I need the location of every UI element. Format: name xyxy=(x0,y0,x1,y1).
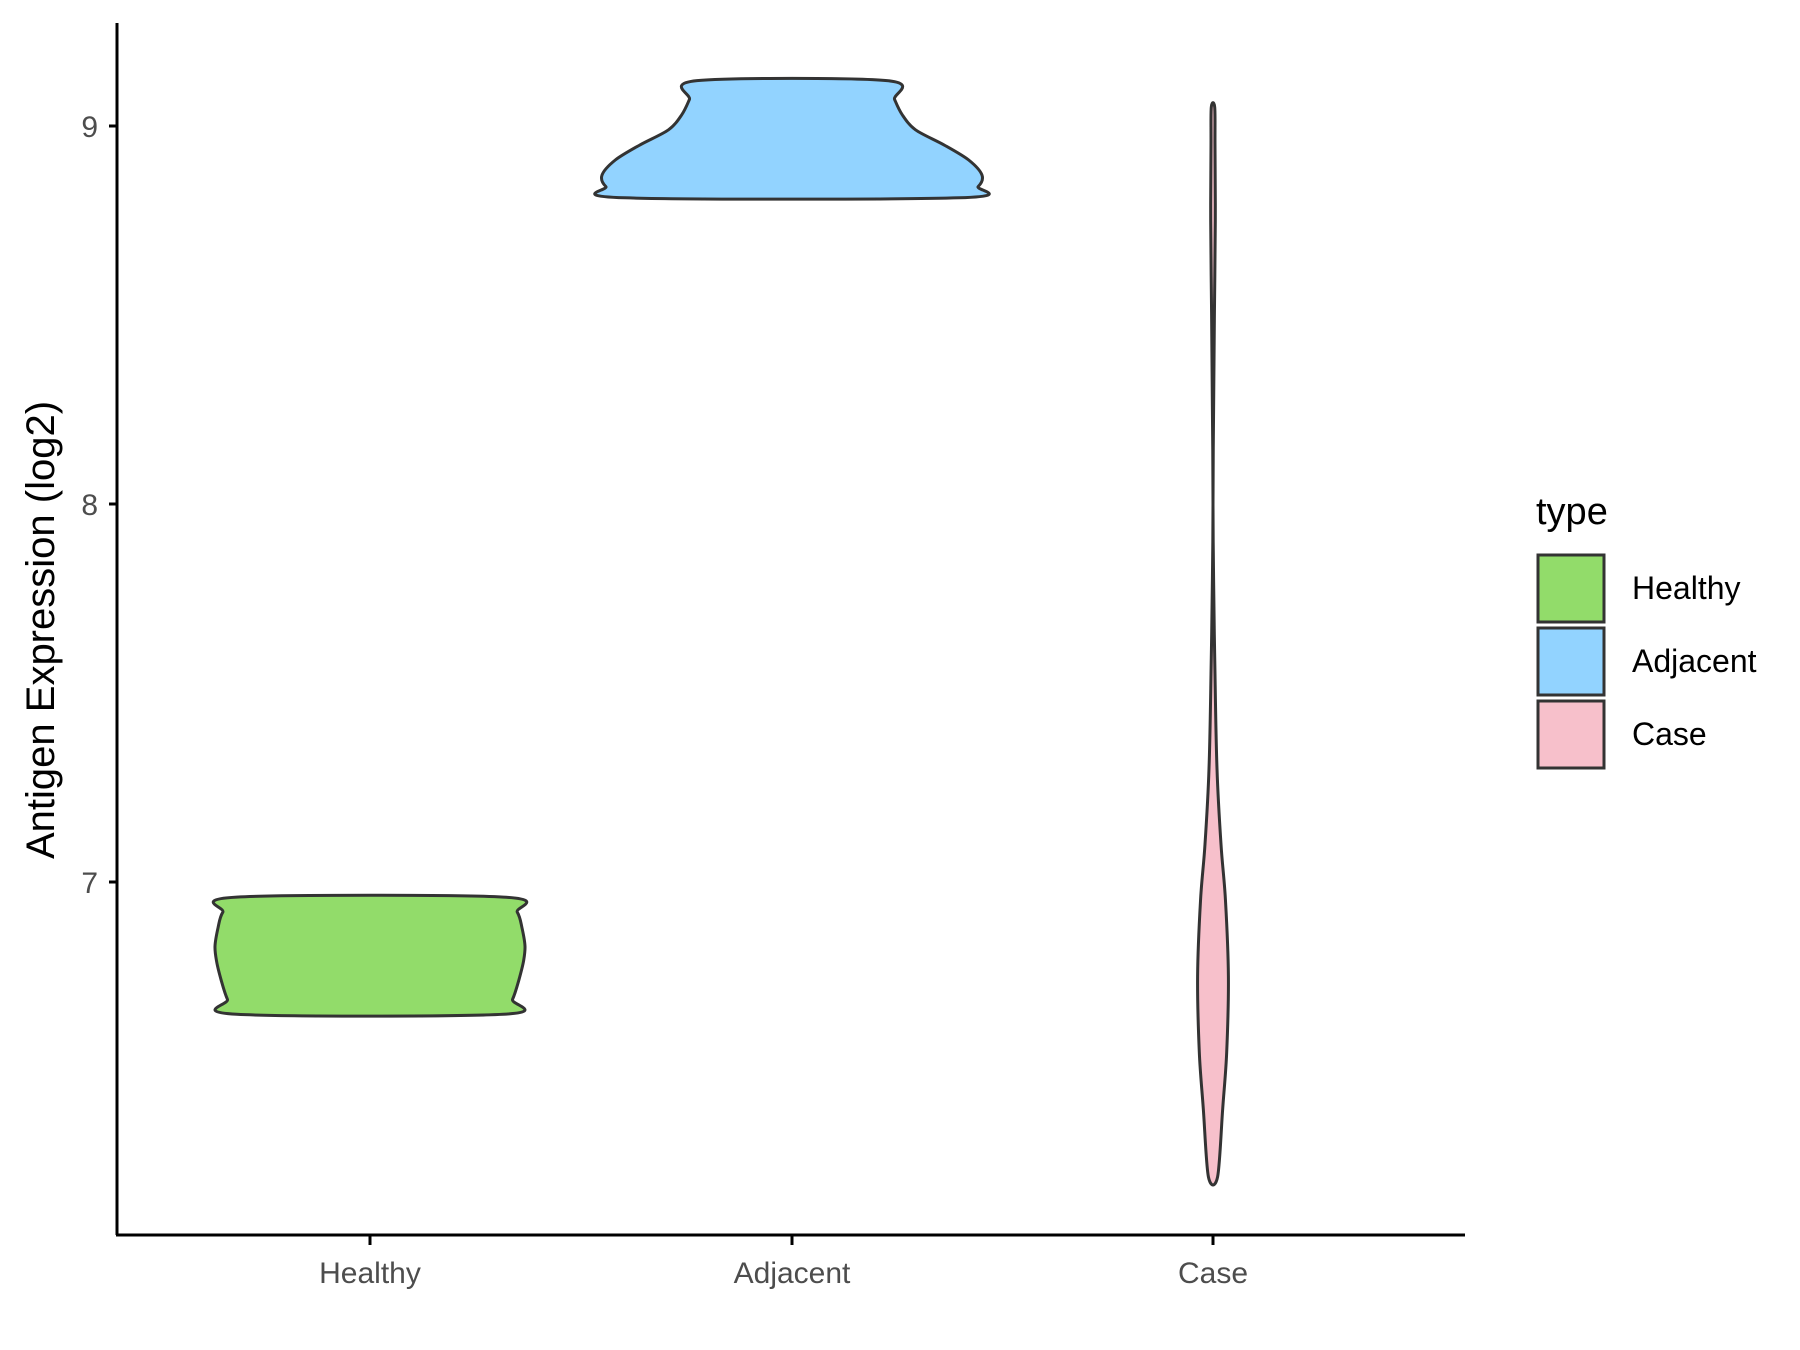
x-tick-label: Adjacent xyxy=(734,1257,851,1290)
x-tick-label: Case xyxy=(1178,1257,1248,1290)
legend-key-case xyxy=(1536,699,1606,770)
y-tick-label: 7 xyxy=(81,867,98,900)
x-tick-label: Healthy xyxy=(319,1257,421,1290)
y-axis-ticks: 7 8 9 xyxy=(81,111,117,900)
violin-case xyxy=(1196,101,1230,1187)
legend-label-case: Case xyxy=(1632,716,1707,752)
violin-healthy xyxy=(211,893,529,1018)
legend-title: type xyxy=(1536,491,1608,533)
legend-label-healthy: Healthy xyxy=(1632,570,1741,606)
y-tick-label: 8 xyxy=(81,489,98,522)
violin-layer xyxy=(211,76,1230,1187)
x-axis-ticks: Healthy Adjacent Case xyxy=(319,1235,1248,1290)
legend-key-adjacent xyxy=(1536,626,1606,697)
legend: Healthy Adjacent Case xyxy=(1536,553,1757,770)
y-axis-title: Antigen Expression (log2) xyxy=(19,401,63,859)
legend-label-adjacent: Adjacent xyxy=(1632,643,1757,679)
y-tick-label: 9 xyxy=(81,111,98,144)
legend-key-healthy xyxy=(1536,553,1606,624)
violin-adjacent xyxy=(593,76,991,201)
